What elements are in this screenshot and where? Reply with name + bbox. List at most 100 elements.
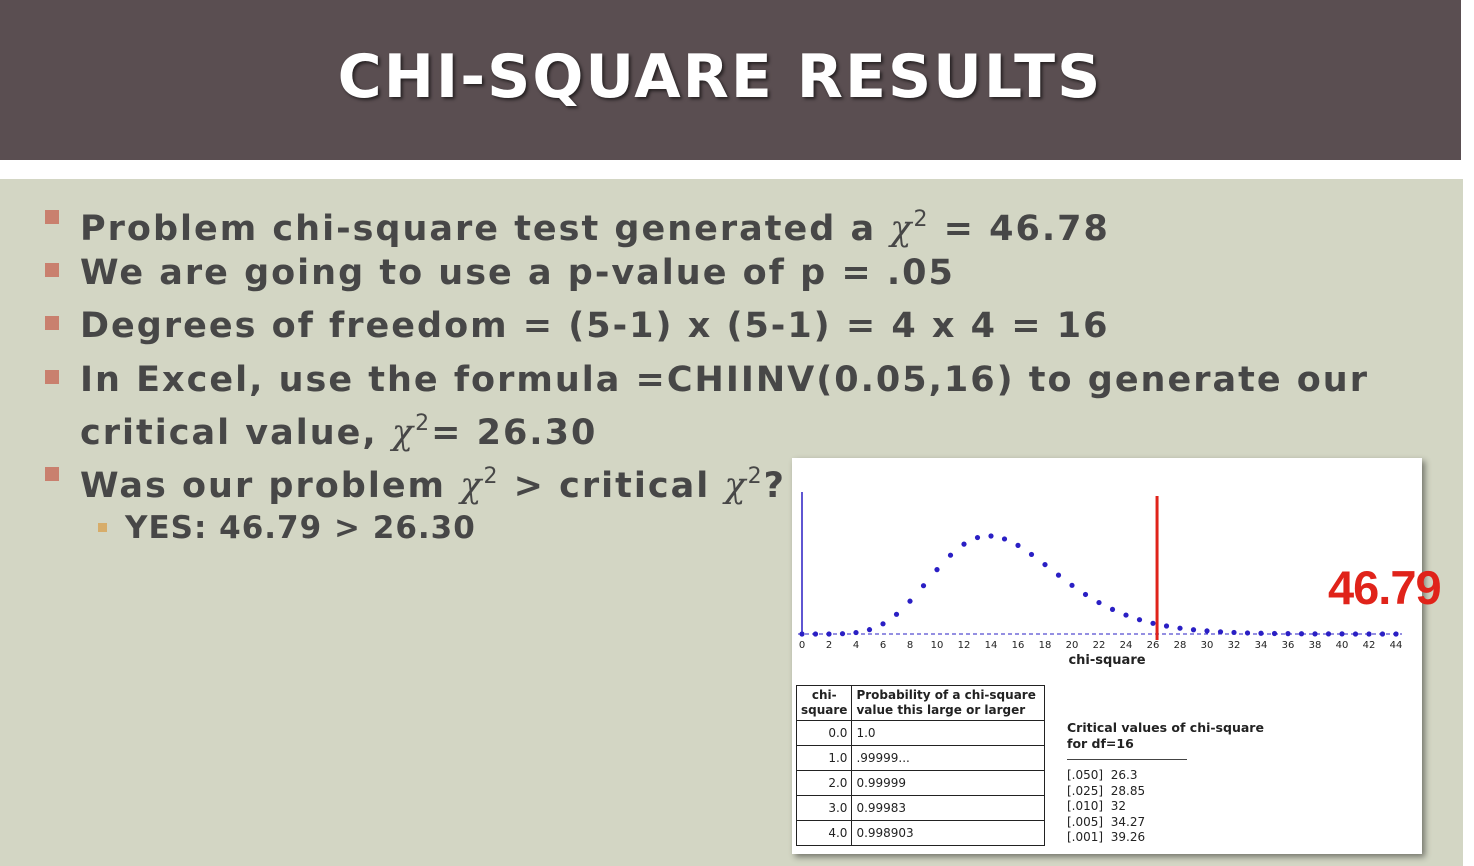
critical-p: [.050]	[1067, 768, 1104, 782]
data-point	[839, 631, 846, 637]
table-cell: 0.0	[795, 720, 853, 746]
x-tick-label: 6	[880, 640, 886, 651]
critical-row: [.050] 26.3	[1067, 768, 1287, 784]
square-bullet-icon	[45, 263, 59, 277]
data-point	[974, 534, 981, 541]
bullet-text: critical value,	[80, 413, 392, 453]
chi-square-callout: 46.79	[1328, 561, 1442, 614]
x-tick-label: 20	[1066, 640, 1079, 651]
chi-square-figure: 0 2 4 6 8 10 12 14 16 18 20 22 24 26 28 30 32 34 36 38 40 42 4…	[792, 458, 1422, 854]
bullet-text: = 26.30	[431, 413, 598, 453]
critical-values-title: Critical values of chi-square for df=16	[1067, 720, 1264, 751]
x-tick-label: 34	[1255, 640, 1268, 651]
table-cell: .99999...	[851, 745, 1046, 771]
x-tick-label: 22	[1093, 640, 1106, 651]
data-point	[866, 627, 873, 633]
bullet-text: Degrees of freedom = (5-1) x (5-1) = 4 x…	[80, 306, 1110, 346]
critical-values-panel: Critical values of chi-square for df=16 …	[1067, 720, 1287, 846]
square-bullet-icon	[45, 370, 59, 384]
data-point	[1028, 551, 1035, 558]
critical-row: [.005] 34.27	[1067, 815, 1287, 831]
x-tick-label: 2	[826, 640, 832, 651]
data-point	[1379, 631, 1386, 637]
x-tick-label: 30	[1201, 640, 1214, 651]
data-point	[1055, 572, 1062, 578]
critical-value: 39.26	[1110, 830, 1146, 845]
data-point	[1015, 542, 1021, 549]
data-point	[1001, 536, 1008, 542]
x-tick-label: 8	[907, 640, 913, 651]
data-point	[853, 629, 859, 636]
data-point	[1271, 630, 1278, 637]
data-point	[1366, 631, 1372, 637]
bullet-text: ?	[763, 466, 786, 506]
chi-square-distribution-chart: 0 2 4 6 8 10 12 14 16 18 20 22 24 26 28 30 32 34 36 38 40 42 4…	[798, 492, 1403, 651]
x-axis-title: chi-square	[1068, 653, 1146, 668]
data-point	[1204, 628, 1210, 634]
critical-p: [.001]	[1067, 830, 1104, 845]
x-tick-label: 12	[958, 640, 971, 651]
data-point	[920, 583, 927, 589]
square-bullet-icon	[45, 467, 59, 481]
data-point	[988, 533, 994, 539]
chi-symbol: χ	[724, 466, 748, 506]
data-point	[1312, 631, 1318, 637]
critical-value: 32	[1110, 799, 1127, 814]
superscript: 2	[415, 411, 432, 436]
x-tick-label: 14	[985, 640, 998, 651]
divider	[1067, 759, 1187, 760]
data-point	[1177, 625, 1183, 631]
x-tick-label: 44	[1390, 640, 1403, 651]
x-tick-label: 0	[799, 640, 805, 651]
critical-row: [.010] 32	[1067, 799, 1287, 815]
bullet-text: Was our problem	[80, 466, 461, 506]
x-tick-label: 24	[1120, 640, 1133, 651]
critical-p: [.010]	[1067, 799, 1104, 814]
critical-value: 28.85	[1110, 783, 1146, 798]
data-point	[1231, 629, 1237, 636]
x-tick-label: 26	[1147, 640, 1160, 651]
table-row: 4.0 0.998903	[795, 820, 1046, 846]
table-cell: 3.0	[795, 795, 853, 821]
bullet-text: > critical	[499, 466, 725, 506]
table-row: 1.0.99999...	[795, 745, 1046, 771]
data-point	[1042, 561, 1048, 568]
table-cell: 4.0	[795, 820, 853, 846]
data-point	[947, 552, 954, 558]
data-point	[1339, 631, 1345, 637]
x-tick-label: 38	[1309, 640, 1322, 651]
data-point	[1123, 612, 1129, 618]
table-header-row: chi-square Probability of a chi-square v…	[795, 685, 1046, 721]
data-point	[812, 631, 819, 637]
data-point	[1109, 606, 1116, 613]
chi-symbol: χ	[890, 209, 914, 249]
data-point	[1082, 591, 1089, 598]
data-point	[907, 598, 913, 604]
critical-p: [.025]	[1067, 783, 1104, 798]
bullet-text: We are going to use a p-value of p = .05	[80, 253, 955, 293]
table-cell: 1.0	[795, 745, 853, 771]
table-cell: 2.0	[795, 770, 853, 796]
title-bar: CHI-SQUARE RESULTS	[0, 0, 1461, 160]
table-cell: 0.998903	[851, 820, 1046, 846]
data-point	[893, 611, 900, 617]
table-row: 0.0 1.0	[795, 720, 1046, 746]
critical-p: [.005]	[1067, 814, 1104, 829]
x-tick-label: 28	[1174, 640, 1187, 651]
data-point	[1069, 582, 1075, 588]
chi-symbol: χ	[460, 466, 484, 506]
data-point	[1136, 617, 1143, 623]
data-point	[1285, 631, 1291, 637]
x-tick-label: 32	[1228, 640, 1241, 651]
critical-value: 34.27	[1110, 814, 1146, 829]
data-point	[1393, 631, 1399, 637]
data-point	[1096, 599, 1102, 606]
data-point	[1352, 631, 1359, 637]
table-cell: 0.99983	[851, 795, 1046, 821]
superscript: 2	[747, 464, 764, 489]
bullet-text: Problem chi-square test generated a	[80, 209, 891, 249]
bullet-text: In Excel, use the formula =CHIINV(0.05,1…	[80, 360, 1369, 400]
superscript: 2	[483, 464, 500, 489]
x-tick-label: 36	[1282, 640, 1295, 651]
critical-value: 26.3	[1110, 768, 1138, 782]
